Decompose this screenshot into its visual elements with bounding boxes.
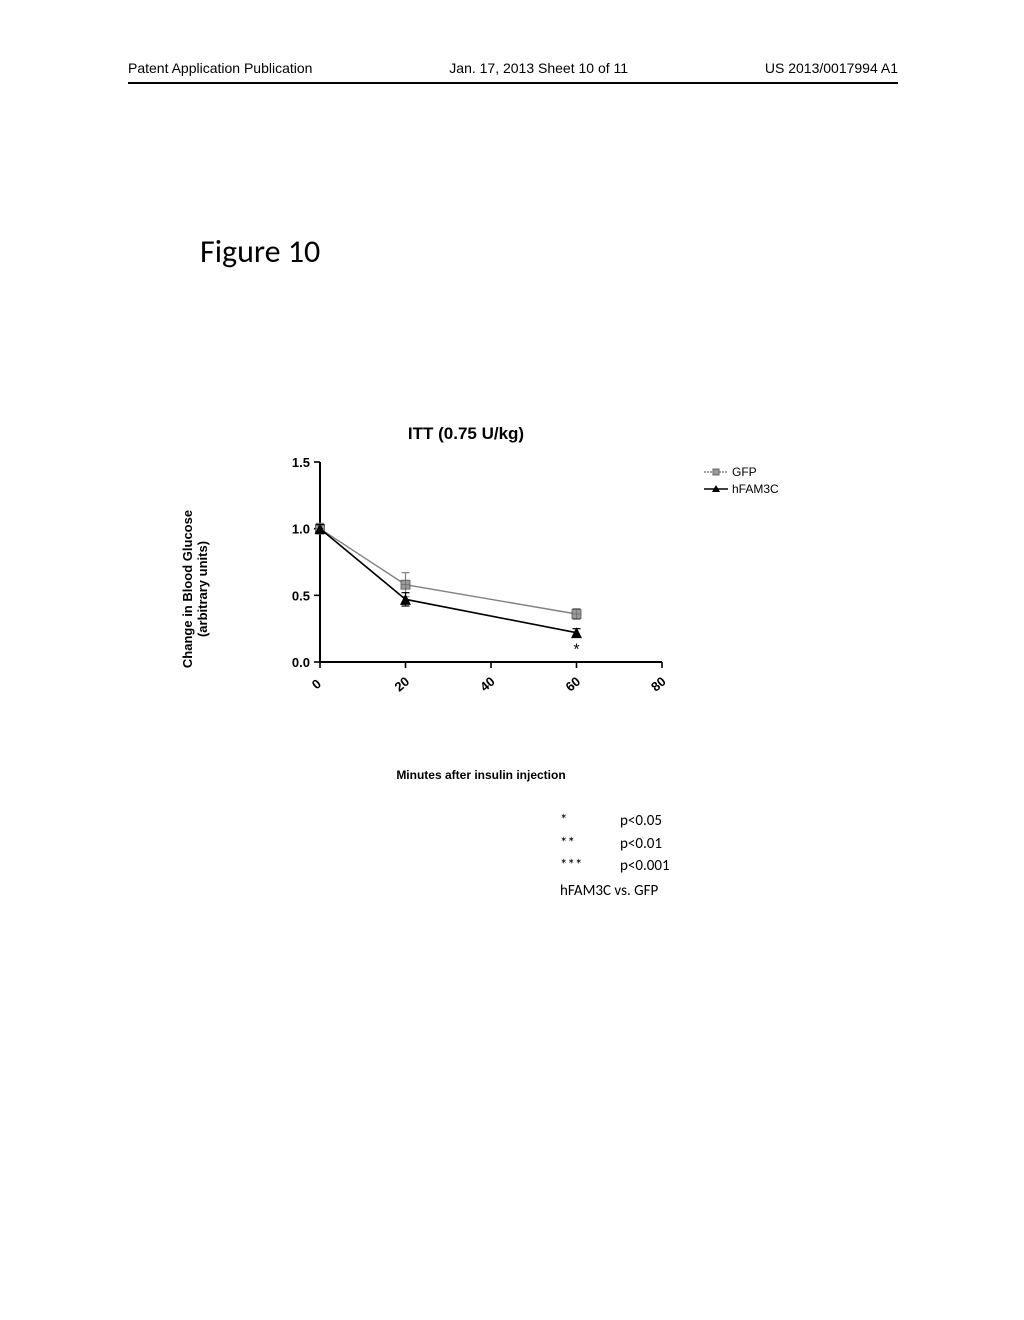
significance-row: *** p<0.001 (560, 855, 670, 878)
legend-item-hfam3c: hFAM3C (704, 481, 779, 498)
chart-legend: GFP hFAM3C (704, 464, 779, 498)
svg-text:20: 20 (392, 674, 413, 695)
legend-label: GFP (732, 464, 757, 481)
svg-text:60: 60 (563, 674, 584, 695)
y-axis-label: Change in Blood Glucose (arbitrary units… (181, 510, 211, 668)
x-axis-label: Minutes after insulin injection (266, 768, 696, 782)
svg-text:1.5: 1.5 (292, 455, 310, 470)
figure-label: Figure 10 (200, 232, 320, 271)
sig-symbol: ** (560, 833, 596, 856)
svg-text:80: 80 (648, 674, 669, 695)
header-rule (128, 82, 898, 84)
chart-title: ITT (0.75 U/kg) (206, 424, 726, 444)
header-right: US 2013/0017994 A1 (765, 60, 898, 76)
patent-header: Patent Application Publication Jan. 17, … (128, 60, 898, 76)
significance-legend: * p<0.05 ** p<0.01 *** p<0.001 hFAM3C vs… (560, 810, 670, 902)
legend-swatch-hfam3c (704, 484, 726, 494)
legend-label: hFAM3C (732, 481, 779, 498)
significance-row: * p<0.05 (560, 810, 670, 833)
sig-symbol: *** (560, 855, 596, 878)
header-middle: Jan. 17, 2013 Sheet 10 of 11 (449, 60, 628, 76)
chart-container: ITT (0.75 U/kg) Change in Blood Glucose … (206, 424, 766, 784)
plot-area: 0.0 0.5 1.0 1.5 0 20 40 60 80 * (282, 452, 682, 712)
header-left: Patent Application Publication (128, 60, 312, 76)
chart-svg: 0.0 0.5 1.0 1.5 0 20 40 60 80 * (282, 452, 682, 712)
svg-text:0.0: 0.0 (292, 655, 310, 670)
significance-comparison: hFAM3C vs. GFP (560, 880, 670, 903)
svg-text:0: 0 (309, 676, 324, 692)
sig-text: p<0.001 (620, 855, 670, 878)
sig-text: p<0.05 (620, 810, 662, 833)
significance-row: ** p<0.01 (560, 833, 670, 856)
legend-swatch-gfp (704, 467, 726, 477)
svg-text:0.5: 0.5 (292, 588, 310, 603)
svg-text:40: 40 (477, 674, 498, 695)
sig-text: p<0.01 (620, 833, 662, 856)
svg-text:1.0: 1.0 (292, 522, 310, 537)
svg-text:*: * (573, 642, 579, 659)
sig-symbol: * (560, 810, 596, 833)
legend-item-gfp: GFP (704, 464, 779, 481)
